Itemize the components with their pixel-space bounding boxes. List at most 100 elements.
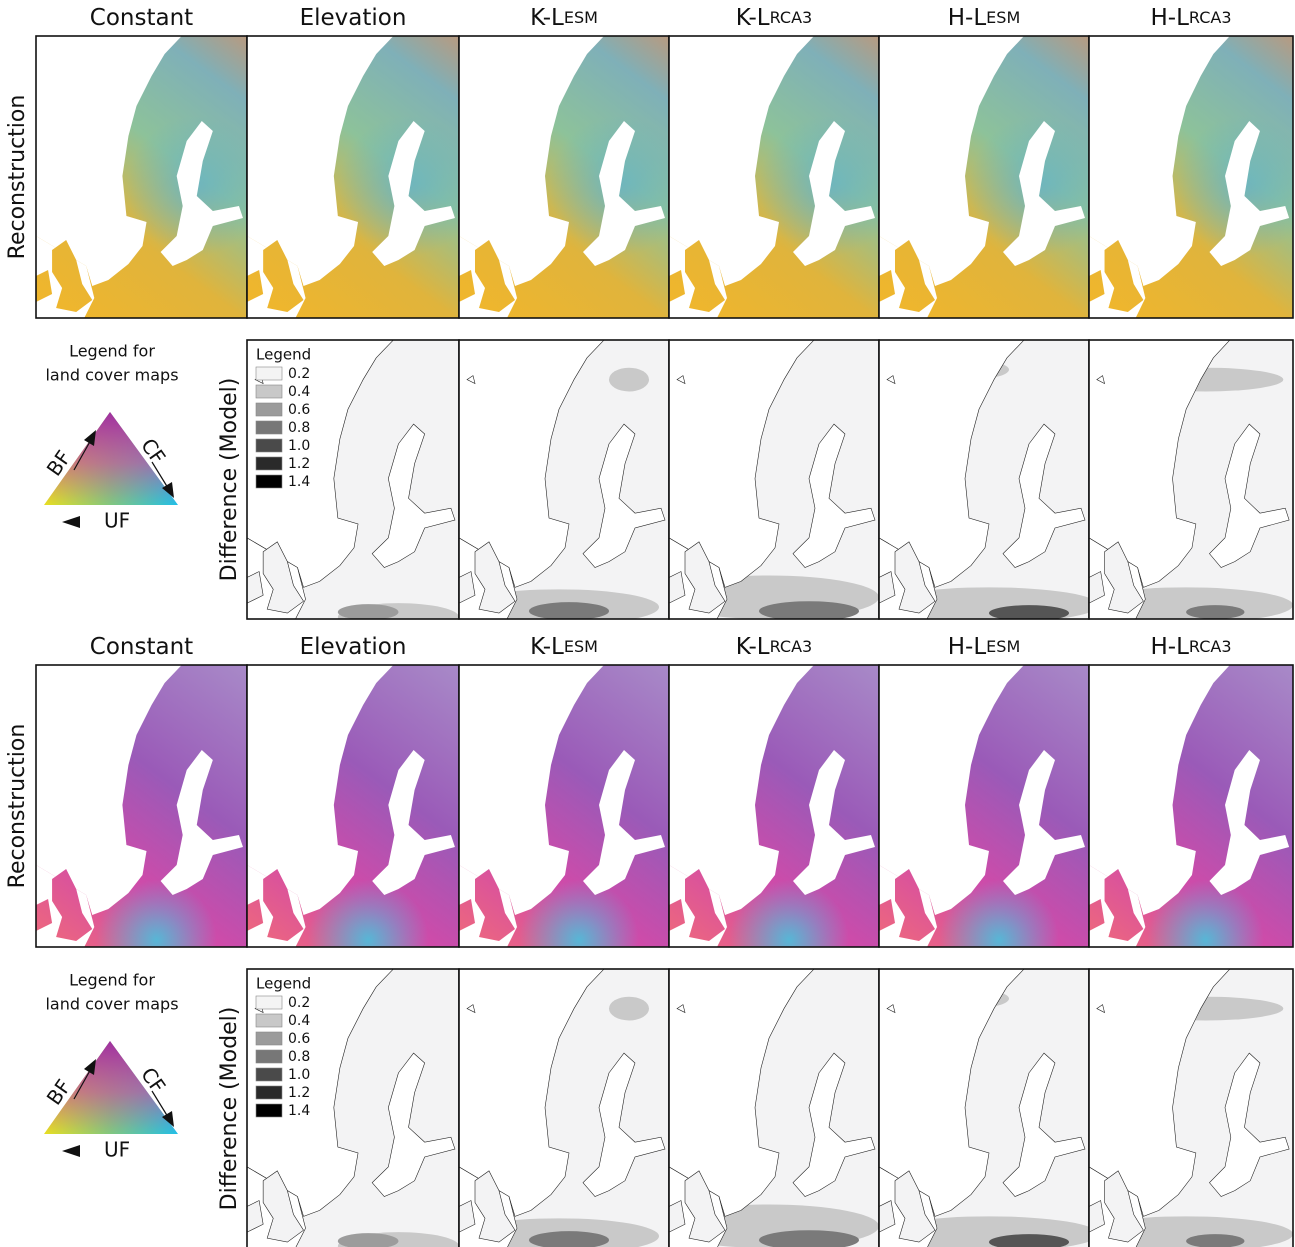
header-main: H-L <box>1150 634 1189 660</box>
axis-label: UF <box>104 509 130 533</box>
column-header: Constant <box>90 5 193 31</box>
reconstruction-map <box>1089 36 1293 318</box>
legend-label: 0.8 <box>288 1049 310 1065</box>
header-sub: ESM <box>986 637 1020 656</box>
legend-label: 0.8 <box>288 420 310 436</box>
legend-title: Legend for <box>69 342 155 361</box>
difference-map <box>459 969 669 1247</box>
reconstruction-map <box>879 36 1089 318</box>
column-header: H-LRCA3 <box>1150 634 1231 660</box>
legend-swatch <box>256 1068 282 1081</box>
legend-swatch <box>256 1104 282 1117</box>
header-sub: RCA3 <box>1189 8 1232 27</box>
legend-title: land cover maps <box>45 366 178 385</box>
column-header: Elevation <box>300 634 407 660</box>
difference-blob <box>759 601 859 621</box>
legend-swatch <box>256 1032 282 1045</box>
difference-map <box>879 340 1099 623</box>
legend-swatch <box>256 475 282 488</box>
legend-label: 1.0 <box>288 438 310 454</box>
header-sub: ESM <box>564 637 598 656</box>
header-sub: RCA3 <box>770 8 813 27</box>
row-label: Reconstruction <box>5 724 30 889</box>
reconstruction-map <box>247 665 459 947</box>
legend-swatch <box>256 1086 282 1099</box>
difference-blob <box>609 997 649 1021</box>
header-main: K-L <box>530 5 564 31</box>
legend-label: 1.0 <box>288 1067 310 1083</box>
reconstruction-map <box>459 36 669 318</box>
difference-map <box>659 340 879 621</box>
header-main: H-L <box>948 634 987 660</box>
legend-label: 1.2 <box>288 456 310 472</box>
reconstruction-map <box>247 36 459 318</box>
legend-title: Legend <box>256 975 311 993</box>
difference-map <box>879 969 1099 1247</box>
header-sub: ESM <box>986 8 1020 27</box>
header-main: K-L <box>736 634 770 660</box>
column-header: K-LRCA3 <box>736 634 812 660</box>
column-header: H-LESM <box>948 634 1021 660</box>
legend-label: 0.2 <box>288 995 310 1011</box>
arrow-head <box>62 1145 80 1157</box>
difference-blob <box>338 604 399 620</box>
legend-label: 0.4 <box>288 384 310 400</box>
reconstruction-map <box>669 36 879 318</box>
legend-label: 0.6 <box>288 402 310 418</box>
header-main: Elevation <box>300 5 407 31</box>
difference-blob <box>529 602 609 620</box>
axis-label: UF <box>104 1138 130 1162</box>
legend-swatch <box>256 996 282 1009</box>
difference-blob <box>1186 605 1244 619</box>
reconstruction-map <box>1089 665 1293 947</box>
column-header: H-LESM <box>948 5 1021 31</box>
legend-swatch <box>256 457 282 470</box>
column-header: K-LRCA3 <box>736 5 812 31</box>
legend-swatch <box>256 1050 282 1063</box>
header-main: K-L <box>530 634 564 660</box>
legend-swatch <box>256 1014 282 1027</box>
difference-map <box>1079 969 1293 1247</box>
legend-swatch <box>256 421 282 434</box>
header-main: H-L <box>948 5 987 31</box>
difference-map <box>1079 340 1293 623</box>
reconstruction-map <box>879 665 1089 947</box>
header-sub: ESM <box>564 8 598 27</box>
row-label: Difference (Model) <box>217 378 242 582</box>
header-sub: RCA3 <box>770 637 813 656</box>
difference-blob <box>609 368 649 392</box>
row-label: Reconstruction <box>5 95 30 260</box>
legend-label: 1.4 <box>288 474 310 490</box>
reconstruction-map <box>36 36 247 318</box>
legend-label: 1.4 <box>288 1103 310 1119</box>
legend-swatch <box>256 439 282 452</box>
reconstruction-map <box>36 665 247 947</box>
arrow-head <box>62 516 80 528</box>
column-header: Constant <box>90 634 193 660</box>
legend-title: land cover maps <box>45 995 178 1014</box>
legend-title: Legend for <box>69 971 155 990</box>
row-label: Difference (Model) <box>217 1007 242 1211</box>
reconstruction-map <box>459 665 669 947</box>
header-main: Elevation <box>300 634 407 660</box>
column-header: Elevation <box>300 5 407 31</box>
legend-swatch <box>256 367 282 380</box>
figure: ConstantElevationK-LESMK-LRCA3H-LESMH-LR… <box>0 0 1295 1247</box>
column-header: K-LESM <box>530 634 598 660</box>
header-sub: RCA3 <box>1189 637 1232 656</box>
legend-swatch <box>256 403 282 416</box>
legend-label: 1.2 <box>288 1085 310 1101</box>
header-main: H-L <box>1150 5 1189 31</box>
legend-label: 0.6 <box>288 1031 310 1047</box>
legend-label: 0.4 <box>288 1013 310 1029</box>
header-main: Constant <box>90 634 193 660</box>
legend-label: 0.2 <box>288 366 310 382</box>
header-main: K-L <box>736 5 770 31</box>
column-header: K-LESM <box>530 5 598 31</box>
reconstruction-map <box>669 665 879 947</box>
difference-map <box>459 340 669 625</box>
column-header: H-LRCA3 <box>1150 5 1231 31</box>
legend-title: Legend <box>256 346 311 364</box>
legend-swatch <box>256 385 282 398</box>
difference-map <box>659 969 879 1247</box>
